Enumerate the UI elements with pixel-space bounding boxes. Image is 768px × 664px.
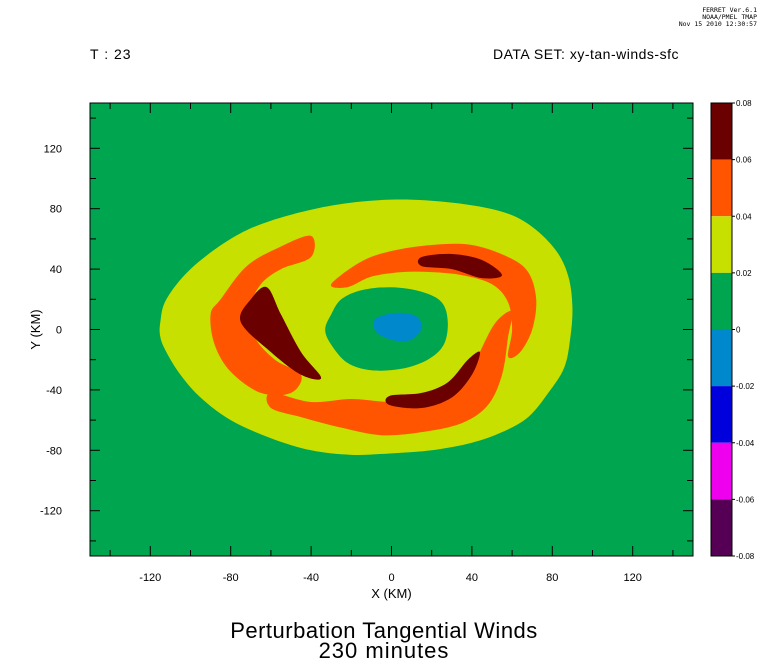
y-axis-label: Y (KM) — [28, 309, 43, 349]
colorbar-label: -0.06 — [736, 495, 755, 504]
x-tick-label: 80 — [546, 572, 558, 584]
colorbar-label: -0.02 — [736, 382, 755, 391]
x-tick-label: -80 — [223, 572, 239, 584]
colorbar-label: -0.04 — [736, 439, 755, 448]
x-tick-label: -120 — [139, 572, 161, 584]
colorbar-label: -0.08 — [736, 552, 755, 561]
colorbar-label: 0.04 — [736, 212, 752, 221]
x-tick-label: 120 — [624, 572, 642, 584]
plot-area — [90, 103, 693, 556]
colorbar-label: 0 — [736, 326, 741, 335]
colorbar-swatch — [711, 329, 732, 387]
x-axis-label: X (KM) — [371, 586, 411, 601]
y-tick-label: -120 — [40, 506, 62, 518]
chart-title: Perturbation Tangential Winds — [230, 618, 538, 643]
colorbar-label: 0.06 — [736, 156, 752, 165]
colorbar: 0.08 0.06 0.04 0.02 0 -0.02 -0.04 -0.06 -0.08 — [710, 99, 755, 561]
y-tick-label: 0 — [56, 325, 62, 337]
x-tick-label: 40 — [466, 572, 478, 584]
time-label: T : 23 — [90, 46, 132, 62]
dataset-label: DATA SET: xy-tan-winds-sfc — [493, 46, 679, 62]
colorbar-swatch — [711, 159, 732, 217]
y-tick-label: 80 — [50, 204, 62, 216]
axes: -120 -80 -40 0 40 80 120 120 80 40 0 -40 -80 -120 X (K… — [28, 102, 694, 601]
colorbar-label: 0.08 — [736, 99, 752, 108]
stamp-line: Nov 15 2010 12:30:57 — [678, 20, 757, 28]
x-tick-label: -40 — [303, 572, 319, 584]
x-tick-label: 0 — [388, 572, 394, 584]
colorbar-swatch — [711, 216, 732, 273]
colorbar-swatch — [711, 272, 732, 330]
contour-region-W-maximum — [240, 286, 322, 380]
y-tick-label: -40 — [46, 385, 62, 397]
contour-region-S-spiral-band — [266, 310, 513, 436]
contour-region-W-spiral-band — [210, 235, 315, 396]
contour-region-NE-maximum — [417, 253, 503, 279]
stamp-line: NOAA/PMEL TMAP — [702, 13, 757, 21]
colorbar-swatch — [711, 442, 732, 500]
colorbar-swatch — [711, 386, 732, 443]
contour-region-SE-maximum — [385, 351, 481, 409]
chart-subtitle: 230 minutes — [318, 638, 450, 663]
colorbar-swatch — [711, 103, 732, 160]
ferret-stamp: FERRET Ver.6.1 NOAA/PMEL TMAP Nov 15 201… — [679, 7, 757, 28]
y-tick-label: -80 — [46, 445, 62, 457]
colorbar-label: 0.02 — [736, 269, 752, 278]
y-tick-label: 40 — [50, 264, 62, 276]
contour-region-center-patch — [373, 312, 422, 342]
y-tick-label: 120 — [44, 143, 62, 155]
colorbar-swatch — [711, 499, 732, 556]
stamp-line: FERRET Ver.6.1 — [702, 6, 757, 14]
